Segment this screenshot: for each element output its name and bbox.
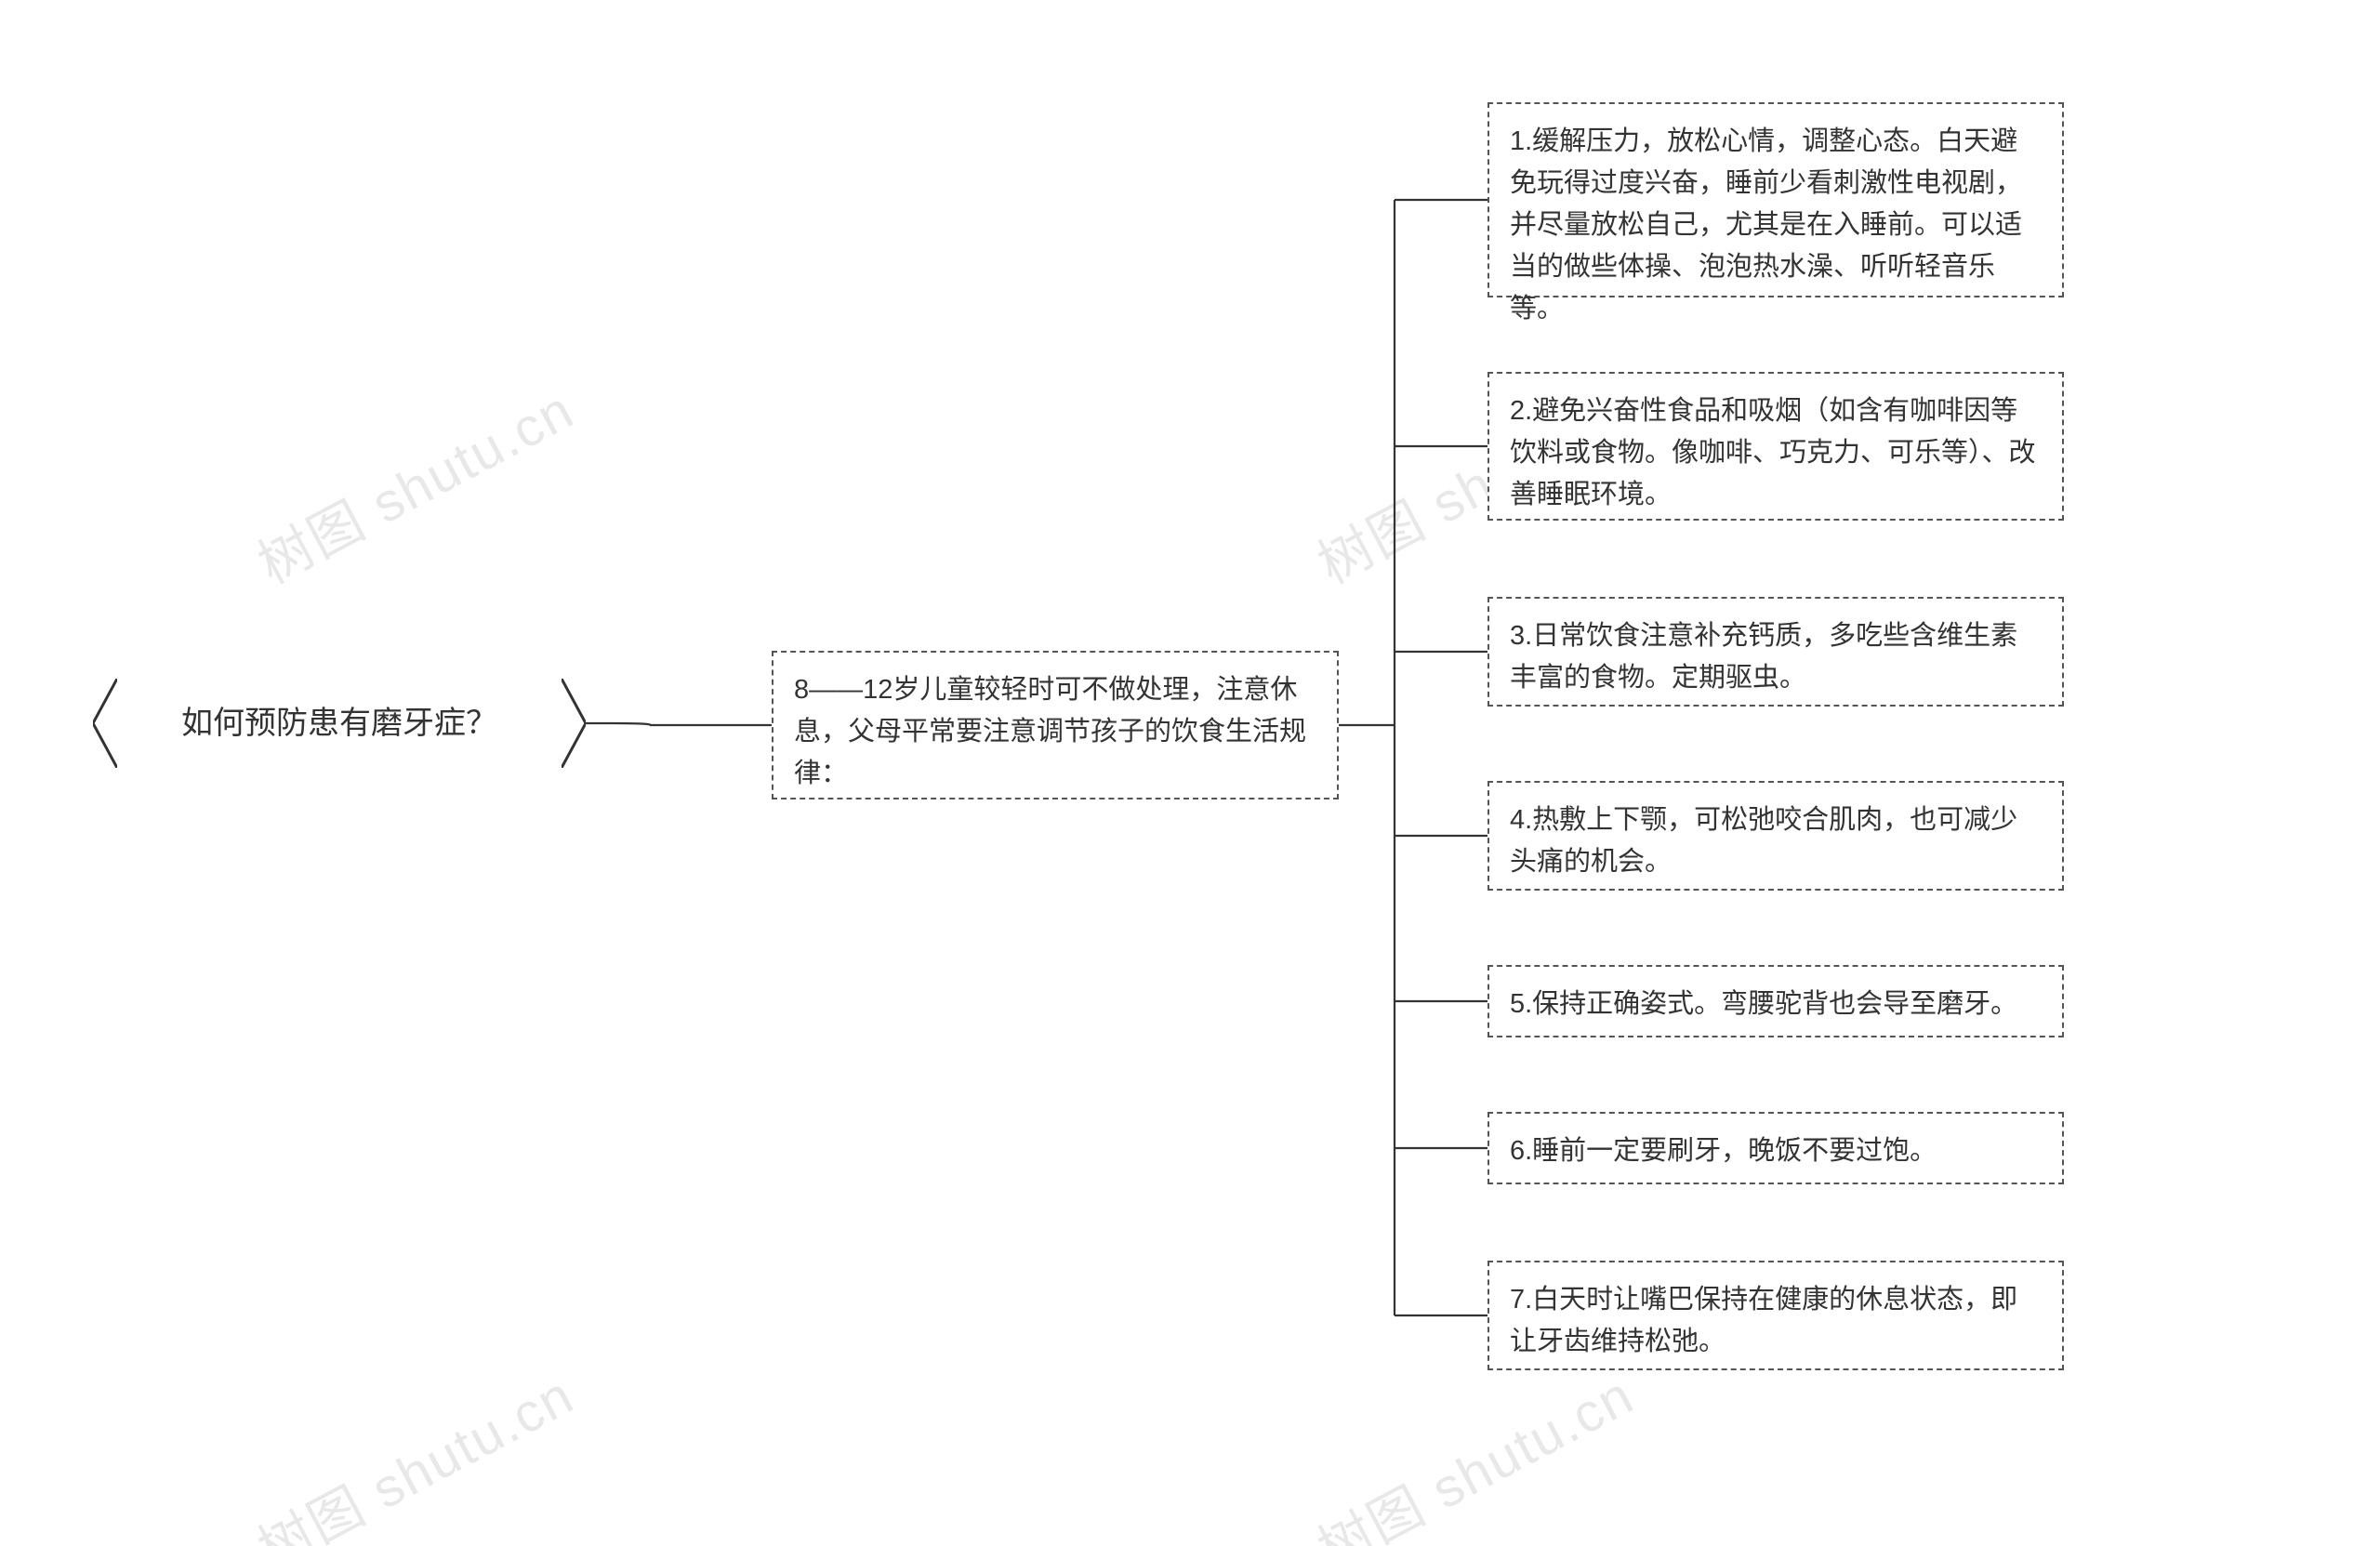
leaf-text: 7.白天时让嘴巴保持在健康的休息状态，即让牙齿维持松弛。: [1510, 1285, 2017, 1356]
leaf-node-3: 3.日常饮食注意补充钙质，多吃些含维生素丰富的食物。定期驱虫。: [1488, 597, 2064, 707]
leaf-text: 3.日常饮食注意补充钙质，多吃些含维生素丰富的食物。定期驱虫。: [1510, 621, 2017, 693]
leaf-text: 1.缓解压力，放松心情，调整心态。白天避免玩得过度兴奋，睡前少看刺激性电视剧，并…: [1510, 126, 2022, 324]
leaf-text: 6.睡前一定要刷牙，晚饭不要过饱。: [1510, 1136, 1937, 1166]
leaf-node-2: 2.避免兴奋性食品和吸烟（如含有咖啡因等饮料或食物。像咖啡、巧克力、可乐等）、改…: [1488, 372, 2064, 521]
mid-node: 8——12岁儿童较轻时可不做处理，注意休息，父母平常要注意调节孩子的饮食生活规律…: [772, 651, 1339, 799]
leaf-node-7: 7.白天时让嘴巴保持在健康的休息状态，即让牙齿维持松弛。: [1488, 1261, 2064, 1370]
root-text: 如何预防患有磨牙症？: [181, 699, 497, 748]
root-node: 如何预防患有磨牙症？: [117, 679, 562, 768]
leaf-node-5: 5.保持正确姿式。弯腰驼背也会导至磨牙。: [1488, 965, 2064, 1037]
leaf-text: 2.避免兴奋性食品和吸烟（如含有咖啡因等饮料或食物。像咖啡、巧克力、可乐等）、改…: [1510, 396, 2036, 509]
leaf-node-1: 1.缓解压力，放松心情，调整心态。白天避免玩得过度兴奋，睡前少看刺激性电视剧，并…: [1488, 102, 2064, 297]
mid-text: 8——12岁儿童较轻时可不做处理，注意休息，父母平常要注意调节孩子的饮食生活规律…: [794, 675, 1306, 788]
leaf-text: 4.热敷上下颚，可松弛咬合肌肉，也可减少头痛的机会。: [1510, 805, 2017, 877]
leaf-text: 5.保持正确姿式。弯腰驼背也会导至磨牙。: [1510, 989, 2017, 1019]
leaf-node-4: 4.热敷上下颚，可松弛咬合肌肉，也可减少头痛的机会。: [1488, 781, 2064, 891]
leaf-node-6: 6.睡前一定要刷牙，晚饭不要过饱。: [1488, 1112, 2064, 1184]
